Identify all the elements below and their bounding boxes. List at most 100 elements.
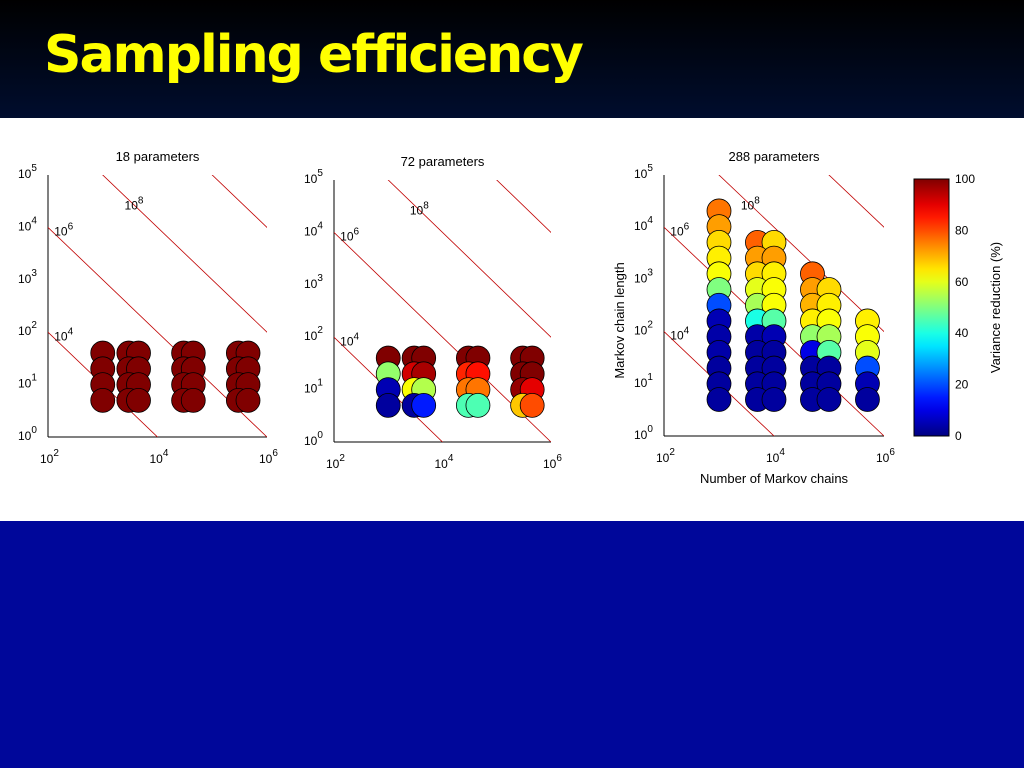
colorbar-tick-label: 100 [955, 172, 975, 186]
tick-exp: 5 [317, 168, 323, 179]
colorbar-tick-label: 80 [955, 223, 969, 237]
iso-lines [334, 180, 551, 442]
y-tick-label: 100 [634, 424, 653, 442]
iso-label-exp: 8 [423, 200, 429, 211]
iso-line [718, 175, 884, 333]
y-tick-label: 103 [18, 268, 37, 286]
x-tick-label: 106 [259, 448, 278, 466]
y-axis-label: Markov chain length [612, 262, 627, 378]
colorbar-tick-label: 40 [955, 326, 969, 340]
y-tick-label: 101 [304, 378, 323, 396]
iso-line [334, 336, 444, 442]
tick-exp: 0 [647, 424, 653, 435]
tick-exp: 4 [448, 453, 454, 464]
tick-base: 10 [304, 277, 318, 291]
colorbar-gradient [913, 178, 950, 437]
iso-label-base: 10 [340, 230, 354, 244]
tick-base: 10 [40, 452, 54, 466]
tick-exp: 5 [31, 163, 37, 174]
tick-base: 10 [18, 219, 32, 233]
iso-label-base: 10 [670, 329, 684, 343]
y-tick-label: 104 [304, 220, 323, 238]
y-tick-label: 100 [18, 425, 37, 443]
tick-exp: 1 [317, 378, 323, 389]
tick-exp: 2 [31, 320, 37, 331]
tick-exp: 6 [556, 453, 562, 464]
iso-line-label: 104 [670, 326, 689, 343]
data-point [126, 387, 151, 413]
iso-line-label: 106 [670, 221, 689, 238]
tick-exp: 4 [163, 448, 169, 459]
iso-label-base: 10 [741, 198, 755, 212]
tick-exp: 4 [779, 447, 785, 458]
tick-exp: 3 [647, 267, 653, 278]
tick-base: 10 [634, 376, 648, 390]
y-tick-label: 104 [634, 215, 653, 233]
colorbar-tick-label: 0 [955, 429, 962, 443]
iso-label-base: 10 [125, 198, 139, 212]
colorbar-label: Variance reduction (%) [988, 242, 1003, 373]
iso-label-exp: 6 [684, 221, 690, 232]
iso-line-label: 108 [410, 200, 429, 217]
x-tick-label: 102 [40, 448, 59, 466]
tick-base: 10 [18, 324, 32, 338]
iso-line-label: 104 [54, 326, 73, 343]
chart-title: 288 parameters [728, 149, 820, 164]
data-points [90, 340, 261, 413]
tick-exp: 6 [272, 448, 278, 459]
data-points [706, 198, 880, 412]
tick-base: 10 [766, 451, 780, 465]
tick-base: 10 [634, 219, 648, 233]
data-point [706, 387, 732, 412]
tick-base: 10 [435, 457, 449, 471]
y-tick-label: 102 [304, 325, 323, 343]
tick-exp: 4 [317, 220, 323, 231]
tick-exp: 0 [31, 425, 37, 436]
colorbar-tick-label: 20 [955, 378, 969, 392]
tick-base: 10 [304, 224, 318, 238]
iso-label-base: 10 [54, 329, 68, 343]
tick-base: 10 [876, 451, 890, 465]
iso-line-label: 106 [340, 227, 359, 244]
iso-line [387, 180, 551, 338]
tick-exp: 2 [669, 447, 675, 458]
iso-label-exp: 6 [68, 222, 74, 233]
iso-line [496, 180, 551, 233]
y-tick-label: 101 [634, 372, 653, 390]
tick-base: 10 [304, 172, 318, 186]
tick-base: 10 [634, 428, 648, 442]
tick-base: 10 [259, 452, 273, 466]
iso-lines [48, 175, 267, 437]
tick-exp: 1 [647, 372, 653, 383]
x-tick-label: 102 [656, 447, 675, 465]
chart-title: 18 parameters [116, 149, 200, 164]
x-tick-label: 104 [435, 453, 454, 471]
iso-line-label: 106 [54, 222, 73, 239]
colorbar: 0 20 40 60 80 100 Variance reduction (%) [913, 172, 1003, 443]
figure-panel: 104 106 108 100 101 102 103 104 105 102 104 106 18 p… [0, 118, 1024, 521]
tick-exp: 1 [31, 373, 37, 384]
tick-base: 10 [304, 382, 318, 396]
y-tick-label: 105 [18, 163, 37, 181]
tick-exp: 3 [31, 268, 37, 279]
iso-line [334, 231, 551, 442]
tick-base: 10 [543, 457, 557, 471]
data-point [235, 387, 261, 413]
y-tick-label: 102 [18, 320, 37, 338]
y-tick-label: 100 [304, 430, 323, 448]
data-points [375, 345, 545, 418]
y-tick-label: 105 [634, 163, 653, 181]
tick-exp: 0 [317, 430, 323, 441]
data-point [519, 392, 545, 418]
iso-label-base: 10 [340, 334, 354, 348]
y-tick-label: 105 [304, 168, 323, 186]
iso-label-base: 10 [410, 203, 424, 217]
tick-base: 10 [656, 451, 670, 465]
iso-label-base: 10 [670, 224, 684, 238]
tick-exp: 4 [647, 215, 653, 226]
x-tick-label: 106 [876, 447, 895, 465]
colorbar-tick-label: 60 [955, 275, 969, 289]
tick-base: 10 [18, 377, 32, 391]
